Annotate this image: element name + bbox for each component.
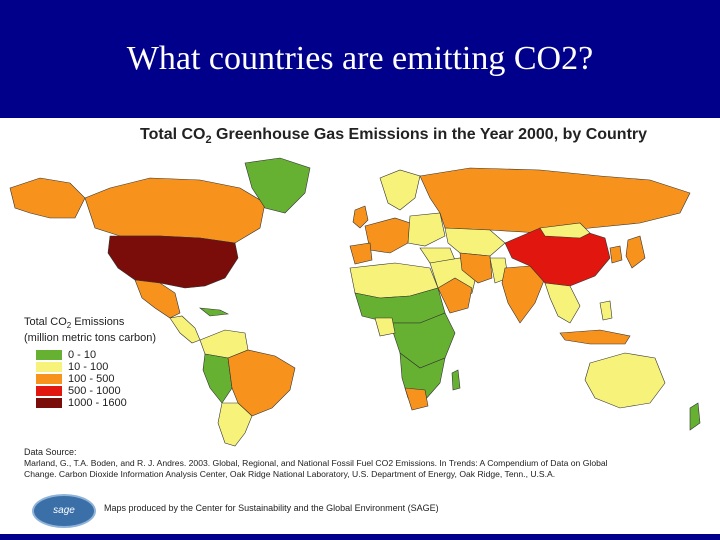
region-usa [107,235,239,289]
region-nigeria [374,317,396,337]
region-scandinavia [379,169,421,211]
legend-item-100-500: 100 - 500 [36,373,184,385]
region-alaska [9,177,86,219]
slide-title: What countries are emitting CO2? [126,40,594,77]
legend-swatch [36,350,62,361]
region-korea [609,245,623,264]
region-southeast-asia [544,282,581,324]
region-saudi-arabia [437,277,473,314]
region-western-europe [364,217,411,254]
region-peru-bolivia [202,353,233,404]
region-brazil [227,349,296,417]
region-russia [419,167,691,234]
data-source-line: Change. Carbon Dioxide Information Analy… [24,469,556,479]
region-south-africa [404,387,429,411]
region-greenland [244,157,311,214]
region-argentina-chile [217,402,253,447]
region-eastern-europe [407,212,446,247]
legend-swatch [36,374,62,385]
legend-item-10-100: 10 - 100 [36,361,184,373]
map-title: Total CO2 Greenhouse Gas Emissions in th… [140,126,648,147]
legend-label: 1000 - 1600 [68,397,127,410]
region-mexico [134,279,181,319]
region-japan [625,235,646,269]
world-map [9,157,701,447]
legend-label: 500 - 1000 [68,385,121,398]
legend-subtitle: (million metric tons carbon) [24,332,157,345]
legend-label: 100 - 500 [68,373,115,386]
legend-label: 10 - 100 [68,361,109,374]
region-iran [459,252,493,284]
region-iberia [349,242,373,265]
region-mongolia [539,222,591,239]
legend-swatch [36,398,62,409]
region-indonesia [559,329,631,345]
legend-swatch [36,362,62,373]
region-new-zealand [689,402,701,431]
region-philippines [599,300,613,321]
region-canada [84,177,266,244]
region-madagascar [451,369,461,391]
legend-swatch [36,386,62,397]
region-caribbean [199,307,230,317]
legend-title: Total CO2 Emissions [24,316,125,331]
bottom-bar [0,534,720,540]
slide-header: What countries are emitting CO2? [0,0,720,118]
legend-item-0-10: 0 - 10 [36,349,184,361]
region-uk [352,205,369,229]
data-source-line: Marland, G., T.A. Boden, and R. J. Andre… [24,458,608,468]
legend-item-1000-1600: 1000 - 1600 [36,397,184,409]
sage-logo: sage [32,494,96,528]
region-kazakhstan [444,227,506,257]
legend: Total CO2 Emissions (million metric tons… [24,316,184,409]
legend-item-500-1000: 500 - 1000 [36,385,184,397]
region-southern-africa [399,352,446,401]
data-source-title: Data Source: [24,447,77,457]
legend-label: 0 - 10 [68,349,97,362]
region-australia [584,352,666,409]
data-source: Data Source: Marland, G., T.A. Boden, an… [24,447,704,480]
footer-credit: Maps produced by the Center for Sustaina… [104,503,439,513]
